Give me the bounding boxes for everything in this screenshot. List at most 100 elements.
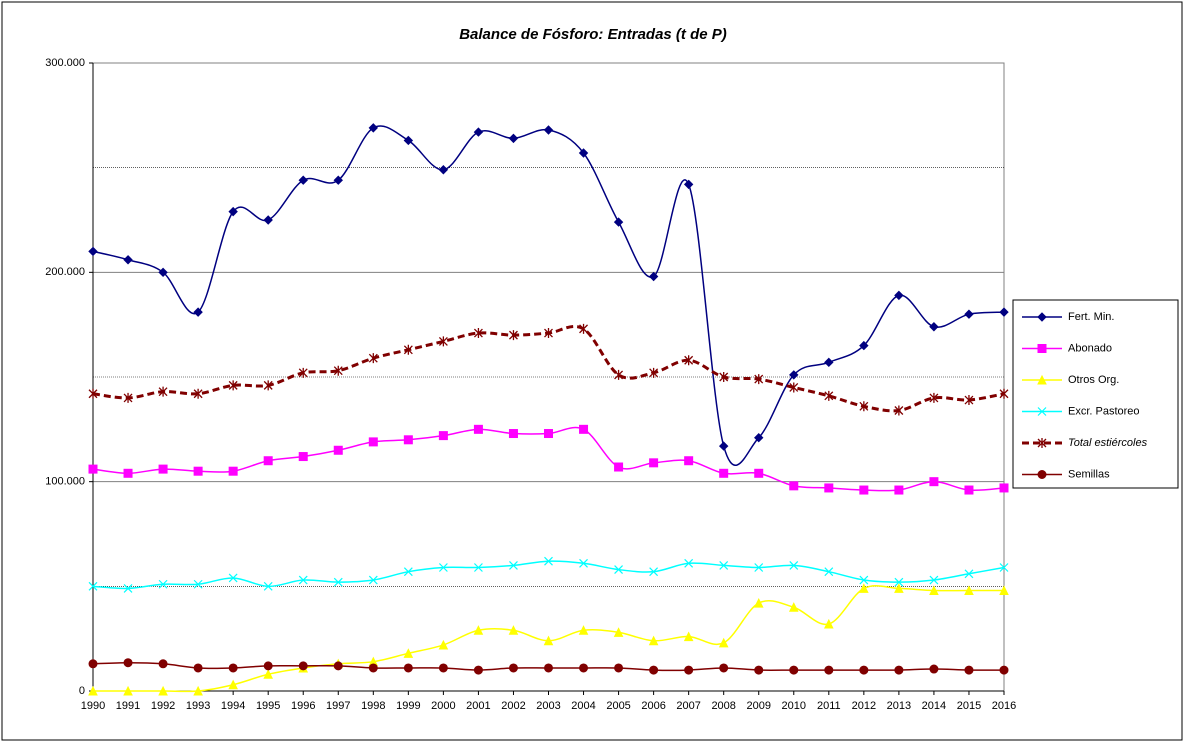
marker xyxy=(788,602,799,612)
marker xyxy=(508,625,519,635)
marker xyxy=(158,464,168,474)
x-tick-label: 2001 xyxy=(466,700,490,712)
legend-label: Excr. Pastoreo xyxy=(1068,405,1140,417)
marker xyxy=(754,665,764,675)
x-tick-label: 1990 xyxy=(81,700,105,712)
marker xyxy=(123,658,133,668)
marker xyxy=(543,635,554,646)
marker xyxy=(579,663,589,673)
marker xyxy=(123,584,133,593)
x-tick-label: 1991 xyxy=(116,700,140,712)
marker xyxy=(578,148,589,158)
marker xyxy=(368,575,378,585)
marker xyxy=(999,388,1009,399)
marker xyxy=(1037,312,1047,322)
marker xyxy=(158,685,168,696)
marker xyxy=(193,388,203,399)
marker xyxy=(193,685,203,696)
x-tick-label: 1999 xyxy=(396,700,420,712)
marker xyxy=(894,665,904,675)
marker xyxy=(614,663,624,673)
marker xyxy=(88,388,98,399)
marker xyxy=(649,567,659,577)
marker xyxy=(508,133,519,144)
marker xyxy=(333,365,343,376)
marker xyxy=(403,663,413,673)
marker xyxy=(263,215,273,225)
marker xyxy=(648,271,659,282)
x-tick-label: 2015 xyxy=(957,700,981,712)
x-tick-label: 2010 xyxy=(782,700,806,712)
marker xyxy=(509,330,518,341)
marker xyxy=(579,558,588,568)
marker xyxy=(298,367,308,378)
marker xyxy=(578,625,589,635)
marker xyxy=(719,468,729,478)
marker xyxy=(263,661,273,671)
legend-label: Fert. Min. xyxy=(1068,311,1114,323)
marker xyxy=(473,127,484,137)
marker xyxy=(368,437,378,447)
y-tick-label: 200.000 xyxy=(45,266,85,278)
marker xyxy=(473,424,483,434)
x-tick-label: 2002 xyxy=(501,700,525,712)
x-tick-label: 2014 xyxy=(922,700,946,712)
marker xyxy=(263,581,273,591)
x-tick-label: 2008 xyxy=(711,700,735,712)
marker xyxy=(473,665,483,675)
y-tick-label: 100.000 xyxy=(45,476,85,488)
marker xyxy=(403,135,414,146)
marker xyxy=(543,125,554,135)
marker xyxy=(999,307,1009,317)
marker xyxy=(859,583,869,593)
marker xyxy=(859,575,869,585)
marker xyxy=(859,485,869,495)
x-tick-label: 2000 xyxy=(431,700,455,712)
marker xyxy=(1037,344,1047,353)
marker xyxy=(508,429,518,439)
marker xyxy=(88,685,98,696)
marker xyxy=(649,367,659,378)
y-tick-label: 0 xyxy=(79,685,85,697)
legend-label: Semillas xyxy=(1068,468,1110,480)
marker xyxy=(508,663,518,673)
marker xyxy=(473,328,483,339)
marker xyxy=(333,445,343,455)
marker xyxy=(473,625,484,635)
marker xyxy=(438,563,448,572)
x-tick-label: 2009 xyxy=(746,700,770,712)
marker xyxy=(228,380,238,391)
marker xyxy=(368,123,379,133)
marker xyxy=(894,290,904,301)
x-tick-label: 1997 xyxy=(326,700,350,712)
marker xyxy=(754,432,764,443)
marker xyxy=(894,405,904,416)
marker xyxy=(403,648,414,658)
marker xyxy=(368,353,378,364)
marker xyxy=(614,565,624,575)
x-tick-label: 1992 xyxy=(151,700,175,712)
marker xyxy=(228,573,238,583)
marker xyxy=(88,246,98,257)
marker xyxy=(929,575,939,585)
marker xyxy=(193,663,203,673)
marker xyxy=(894,583,904,593)
marker xyxy=(964,309,974,319)
marker xyxy=(718,637,729,648)
marker xyxy=(613,217,624,227)
marker xyxy=(964,485,974,495)
marker xyxy=(964,665,974,675)
legend-box xyxy=(1012,299,1179,489)
marker xyxy=(824,357,834,368)
marker xyxy=(859,665,869,675)
marker xyxy=(684,355,694,366)
marker xyxy=(754,468,764,478)
marker xyxy=(403,435,413,445)
marker xyxy=(473,563,483,572)
marker xyxy=(894,485,904,495)
marker xyxy=(929,585,939,596)
marker xyxy=(649,665,659,675)
marker xyxy=(579,323,588,334)
marker xyxy=(158,267,168,278)
